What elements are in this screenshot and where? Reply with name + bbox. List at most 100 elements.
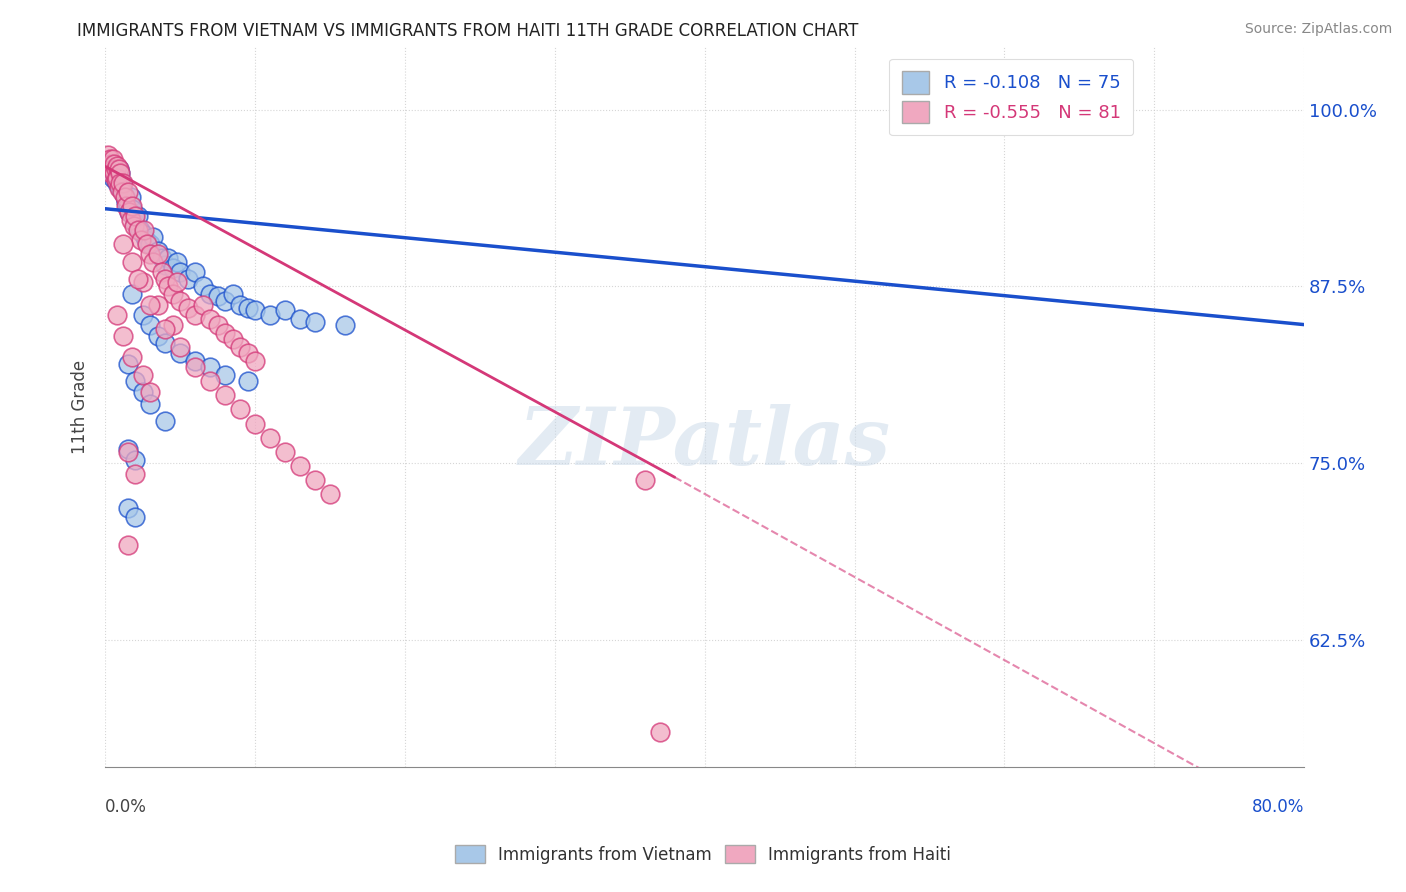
Point [162, 261, 184, 276]
Point [243, 303, 266, 318]
Point [319, 487, 342, 501]
Point [105, 159, 128, 173]
Point [127, 272, 149, 286]
Point [120, 213, 142, 227]
Point [105, 170, 128, 185]
Point [221, 332, 243, 346]
Point [131, 275, 153, 289]
Point [131, 308, 153, 322]
Point [1038, 103, 1060, 117]
Point [142, 255, 165, 269]
Point [150, 265, 173, 279]
Point [157, 251, 180, 265]
Point [176, 301, 198, 315]
Point [115, 199, 138, 213]
Point [214, 368, 236, 383]
Point [114, 190, 136, 204]
Point [207, 318, 229, 332]
Point [169, 265, 191, 279]
Point [184, 308, 207, 322]
Point [131, 368, 153, 383]
Point [98, 156, 121, 170]
Point [139, 385, 162, 400]
Point [103, 166, 125, 180]
Point [104, 173, 127, 187]
Text: 80.0%: 80.0% [1251, 798, 1305, 816]
Point [191, 279, 214, 293]
Point [288, 312, 311, 326]
Point [229, 340, 252, 354]
Point [236, 374, 259, 388]
Point [184, 265, 207, 279]
Point [139, 298, 162, 312]
Point [146, 244, 169, 259]
Point [207, 289, 229, 303]
Point [121, 199, 143, 213]
Point [118, 204, 141, 219]
Point [124, 509, 146, 524]
Point [104, 173, 127, 187]
Point [103, 156, 125, 170]
Point [162, 286, 184, 301]
Point [97, 148, 120, 162]
Point [648, 724, 671, 739]
Point [229, 298, 252, 312]
Point [166, 275, 188, 289]
Point [121, 350, 143, 364]
Point [142, 230, 165, 244]
Point [100, 166, 122, 180]
Point [150, 251, 173, 265]
Point [274, 303, 297, 318]
Point [101, 153, 124, 167]
Point [198, 286, 221, 301]
Point [135, 233, 157, 247]
Point [112, 176, 135, 190]
Point [184, 359, 207, 374]
Point [259, 431, 281, 445]
Point [243, 417, 266, 431]
Point [121, 286, 143, 301]
Point [101, 162, 124, 177]
Point [198, 312, 221, 326]
Point [98, 153, 121, 167]
Point [127, 223, 149, 237]
Point [236, 301, 259, 315]
Point [112, 329, 135, 343]
Point [153, 336, 176, 351]
Point [214, 388, 236, 402]
Point [146, 329, 169, 343]
Point [100, 166, 122, 180]
Point [112, 185, 135, 199]
Point [100, 159, 122, 173]
Point [191, 298, 214, 312]
Point [122, 209, 145, 223]
Point [124, 209, 146, 223]
Y-axis label: 11th Grade: 11th Grade [72, 359, 89, 454]
Point [107, 162, 129, 177]
Point [139, 247, 162, 261]
Point [153, 322, 176, 336]
Point [103, 166, 125, 180]
Point [157, 279, 180, 293]
Point [131, 227, 153, 242]
Point [108, 180, 131, 194]
Point [104, 162, 127, 177]
Point [117, 357, 139, 371]
Point [243, 354, 266, 368]
Point [124, 374, 146, 388]
Point [131, 385, 153, 400]
Point [105, 176, 128, 190]
Point [229, 402, 252, 417]
Point [169, 340, 191, 354]
Legend: R = -0.108   N = 75, R = -0.555   N = 81: R = -0.108 N = 75, R = -0.555 N = 81 [890, 59, 1133, 136]
Point [121, 202, 143, 216]
Point [107, 170, 129, 185]
Point [124, 216, 146, 230]
Point [117, 185, 139, 199]
Point [136, 237, 159, 252]
Point [117, 538, 139, 552]
Point [108, 166, 131, 180]
Point [129, 233, 152, 247]
Point [274, 444, 297, 458]
Point [108, 166, 131, 180]
